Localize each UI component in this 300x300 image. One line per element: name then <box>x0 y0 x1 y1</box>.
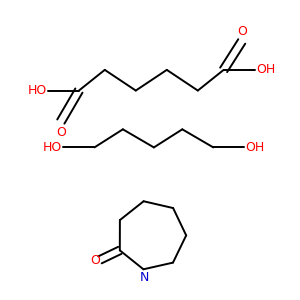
Text: O: O <box>90 254 100 267</box>
Text: HO: HO <box>27 84 46 97</box>
Text: O: O <box>56 126 66 139</box>
Text: HO: HO <box>43 141 62 154</box>
Text: O: O <box>237 25 247 38</box>
Text: N: N <box>139 272 149 284</box>
Text: OH: OH <box>256 63 275 76</box>
Text: OH: OH <box>246 141 265 154</box>
